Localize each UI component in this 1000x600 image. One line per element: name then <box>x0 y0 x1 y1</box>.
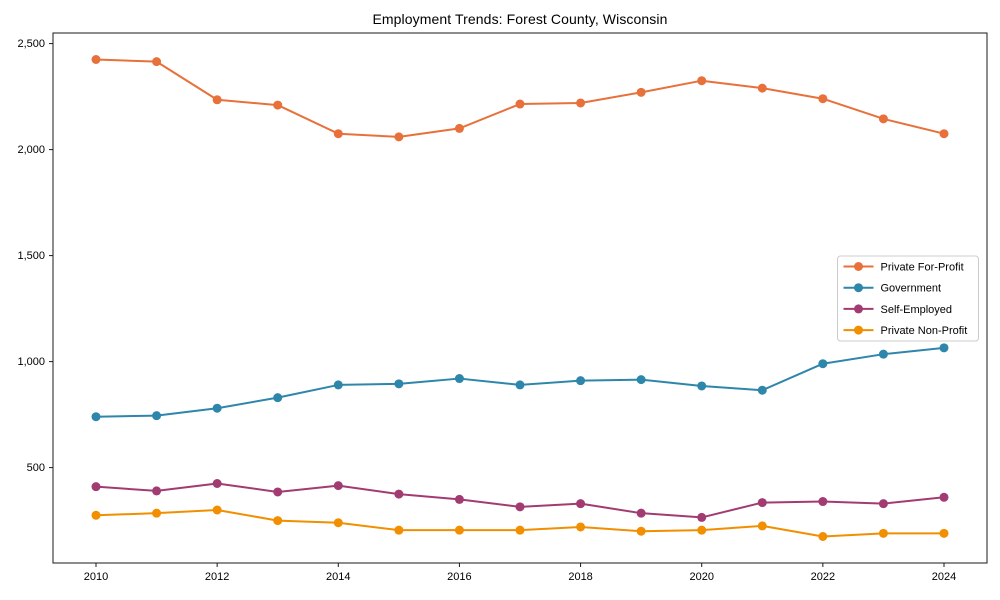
data-point-marker <box>454 374 464 384</box>
data-point-marker <box>757 498 767 508</box>
legend-label: Private Non-Profit <box>881 325 968 337</box>
data-point-marker <box>576 98 586 108</box>
legend-sample-marker <box>854 304 863 314</box>
legend: Private For-Profit Government Self-Employe… <box>837 255 979 342</box>
legend-box <box>837 255 979 342</box>
series-line <box>95 482 945 519</box>
x-tick-label: 2022 <box>811 571 835 583</box>
data-point-marker <box>515 525 525 535</box>
data-point-marker <box>273 516 283 526</box>
data-point-marker <box>333 129 343 139</box>
data-point-marker <box>697 381 707 391</box>
data-point-marker <box>636 87 646 97</box>
data-point-marker <box>636 375 646 385</box>
data-point-marker <box>454 494 464 504</box>
data-point-marker <box>212 95 222 105</box>
data-point-marker <box>515 380 525 390</box>
data-point-marker <box>152 486 162 496</box>
y-tick-label: 2,500 <box>17 38 45 50</box>
x-tick-label: 2020 <box>689 571 713 583</box>
axes-frame <box>52 32 988 564</box>
data-point-marker <box>454 525 464 535</box>
data-point-marker <box>757 385 767 395</box>
data-point-marker <box>939 129 949 139</box>
series-line <box>95 58 945 138</box>
data-point-marker <box>212 403 222 413</box>
x-tick-label: 2014 <box>326 571 350 583</box>
data-point-marker <box>878 528 888 538</box>
series-private-non-profit <box>91 505 949 541</box>
series-private-for-profit <box>91 55 949 142</box>
legend-sample-marker <box>854 283 863 293</box>
data-point-marker <box>333 481 343 491</box>
data-point-marker <box>152 508 162 518</box>
data-point-marker <box>212 505 222 515</box>
data-point-marker <box>273 393 283 403</box>
data-point-marker <box>333 380 343 390</box>
x-tick-label: 2018 <box>568 571 592 583</box>
data-point-marker <box>152 57 162 67</box>
data-point-marker <box>818 359 828 369</box>
legend-sample-marker <box>854 325 863 335</box>
data-point-marker <box>818 532 828 541</box>
data-point-marker <box>273 487 283 497</box>
y-tick-label: 1,500 <box>17 250 45 262</box>
data-point-marker <box>878 499 888 509</box>
data-point-marker <box>939 528 949 538</box>
data-point-marker <box>152 411 162 421</box>
x-tick-label: 2010 <box>84 571 108 583</box>
series-government <box>91 343 949 422</box>
data-point-marker <box>697 76 707 86</box>
data-point-marker <box>454 123 464 133</box>
data-point-marker <box>91 482 101 492</box>
chart-title: Employment Trends: Forest County, Wiscon… <box>372 11 668 27</box>
data-point-marker <box>757 521 767 531</box>
data-point-marker <box>878 114 888 124</box>
x-tick-label: 2024 <box>932 571 956 583</box>
legend-label: Private For-Profit <box>881 262 964 274</box>
y-tick-label: 2,000 <box>17 144 45 156</box>
legend-label: Government <box>881 283 942 295</box>
data-point-marker <box>91 55 101 64</box>
data-point-marker <box>939 492 949 502</box>
data-point-marker <box>91 412 101 422</box>
legend-sample-marker <box>854 262 863 271</box>
data-point-marker <box>939 343 949 353</box>
legend-label: Self-Employed <box>881 304 953 316</box>
data-point-marker <box>636 526 646 536</box>
y-tick-label: 500 <box>27 462 45 474</box>
data-point-marker <box>515 502 525 512</box>
data-point-marker <box>91 510 101 520</box>
data-point-marker <box>212 479 222 488</box>
data-point-marker <box>394 525 404 535</box>
data-point-marker <box>394 379 404 389</box>
data-point-marker <box>576 376 586 386</box>
series-self-employed <box>91 479 949 522</box>
data-point-marker <box>333 518 343 528</box>
data-point-marker <box>636 508 646 518</box>
x-tick-label: 2016 <box>447 571 471 583</box>
data-point-marker <box>515 99 525 109</box>
data-point-marker <box>697 512 707 522</box>
data-point-marker <box>878 349 888 359</box>
data-point-marker <box>818 94 828 104</box>
data-point-marker <box>273 100 283 110</box>
y-tick-label: 1,000 <box>17 356 45 368</box>
data-point-marker <box>757 83 767 93</box>
data-point-marker <box>818 497 828 507</box>
data-point-marker <box>697 525 707 535</box>
data-point-marker <box>576 522 586 532</box>
data-point-marker <box>576 499 586 509</box>
x-tick-label: 2012 <box>205 571 229 583</box>
data-point-marker <box>394 489 404 499</box>
data-point-marker <box>394 132 404 142</box>
